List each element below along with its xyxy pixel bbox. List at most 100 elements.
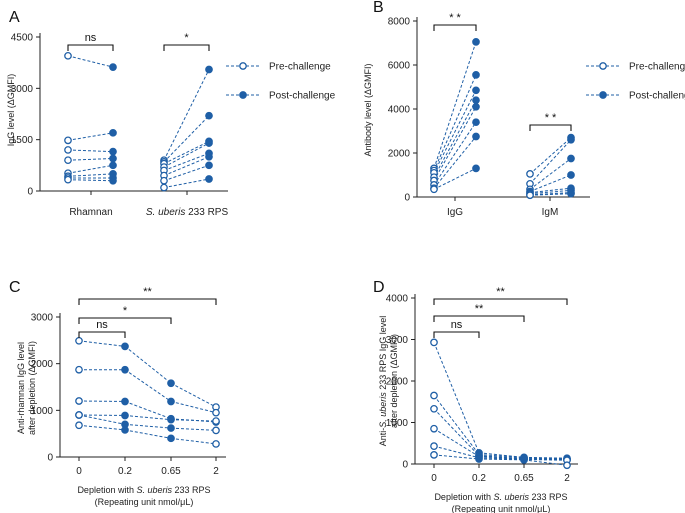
- panel-a-pair-line: [163, 140, 210, 165]
- panel-c-data-point: [75, 336, 83, 345]
- panel-d-y-tick-label: 1000: [386, 418, 409, 429]
- panel-b-legend-label: Pre-challenge: [629, 62, 685, 73]
- panel-d-y-tick-label: 2000: [386, 377, 409, 388]
- panel-c-data-point: [121, 426, 129, 434]
- panel-d-x-axis-label-line2: (Repeating unit nmol/μL): [452, 504, 551, 513]
- panel-a-post-point: [109, 161, 117, 170]
- panel-c-series-line: [124, 346, 172, 384]
- panel-a-significance-bracket: [163, 44, 210, 51]
- panel-c-series-line: [124, 414, 172, 421]
- panel-d-data-point: [430, 442, 438, 451]
- panel-d-x-tick-label: 0: [431, 473, 437, 484]
- panel-a-post-point: [205, 152, 213, 161]
- panel-a-pair-line: [163, 156, 210, 177]
- panel-c-y-tick-label: 1000: [31, 406, 54, 417]
- panel-c-y-tick-label: 3000: [31, 313, 54, 324]
- panel-a-pre-point: [64, 136, 72, 145]
- panel-c-x-tick-label: 0.65: [161, 466, 181, 477]
- panel-a-pair-line: [67, 132, 114, 141]
- panel-b-post-point: [472, 118, 480, 127]
- panel-b-pair-line: [529, 174, 572, 192]
- panel-c-data-point: [167, 397, 175, 406]
- panel-a-x-tick-label: S. uberis 233 RPS: [146, 207, 229, 218]
- panel-d-data-point: [430, 391, 438, 400]
- panel-d-data-point: [520, 455, 528, 464]
- panel-b-significance-label: * *: [545, 112, 557, 124]
- panel-d-series-line: [478, 458, 525, 461]
- panel-d-data-point: [430, 424, 438, 433]
- panel-a-post-point: [205, 111, 213, 120]
- panel-c-data-point: [212, 440, 220, 448]
- panel-c-series-line: [170, 419, 217, 422]
- panel-a-y-tick-label: 0: [27, 187, 33, 198]
- panel-a-pre-point: [64, 156, 72, 165]
- panel-d-y-axis-label-line2: after depletion (ΔGMFI): [389, 334, 399, 428]
- panel-d-x-tick-label: 0.2: [472, 473, 486, 484]
- panel-d-significance-label: ns: [451, 319, 463, 331]
- panel-b-post-point: [472, 132, 480, 141]
- panel-a-pair-line: [163, 178, 210, 189]
- panel-d-series-line: [478, 452, 525, 458]
- panel-c-series-line: [78, 340, 126, 347]
- panel-b-y-tick-label: 0: [404, 193, 410, 204]
- panel-d-x-axis-label-line1-part-1: S. uberis: [493, 492, 529, 502]
- panel-d-y-axis-label-line2-part-0: after depletion (ΔGMFI): [389, 334, 399, 428]
- panel-d-y-axis-label-line1-part-2: 233 RPS IgG level: [378, 316, 388, 393]
- panel-d-x-tick-label: 0.65: [514, 473, 534, 484]
- panel-c-x-axis-label-line2-part-0: (Repeating unit nmol/μL): [95, 497, 194, 507]
- panel-c-y-axis-label-line2: after depletion (ΔGMFI): [27, 341, 37, 435]
- panel-d-y-tick-label: 4000: [386, 294, 409, 305]
- panel-b-y-tick-label: 8000: [388, 17, 411, 28]
- panel-c-significance-bracket: [78, 298, 217, 305]
- panel-d-series-line: [478, 456, 525, 460]
- panel-c-data-point: [212, 426, 220, 435]
- panel-a-pair-line: [67, 179, 114, 182]
- panel-b-pair-line: [529, 193, 572, 196]
- panel-c-data-point: [167, 415, 175, 424]
- panel-a-post-point: [109, 147, 117, 156]
- panel-a-pair-line: [67, 157, 114, 161]
- panel-d-series-line: [433, 408, 480, 457]
- panel-d-y-axis-label-line1-part-0: Anti-: [378, 428, 388, 447]
- panel-c-series-line: [78, 424, 126, 431]
- panel-b-pre-point: [430, 185, 438, 194]
- panel-c-data-point: [121, 342, 129, 351]
- panel-c-series-line: [170, 382, 217, 408]
- panel-a-legend-post-marker: [239, 91, 247, 99]
- panel-c-data-point: [167, 424, 175, 432]
- panel-a-legend-label: Post-challenge: [269, 91, 336, 102]
- panel-d-data-point: [563, 461, 571, 470]
- panel-b-pair-line: [433, 41, 477, 169]
- panel-c-data-point: [167, 379, 175, 388]
- panel-a-pair-line: [67, 173, 114, 177]
- panel-b-pair-line: [433, 90, 477, 174]
- panel-a-post-point: [205, 175, 213, 183]
- panel-b-x-tick-label: IgM: [542, 207, 559, 218]
- panel-c-significance-bracket: [78, 331, 126, 338]
- panel-b-significance-bracket: [529, 124, 572, 131]
- panel-d-significance-bracket: [433, 315, 525, 322]
- panel-c-data-point: [75, 365, 83, 374]
- panel-a-post-point: [109, 176, 117, 185]
- panel-c-significance-label: ns: [96, 319, 108, 331]
- panel-d-x-axis-label-line1: Depletion with S. uberis 233 RPS: [434, 492, 567, 502]
- panel-b-post-point: [567, 189, 575, 198]
- panel-c-significance-label: *: [123, 305, 128, 317]
- panel-c-x-tick-label: 0: [76, 466, 82, 477]
- panel-c-data-point: [75, 421, 83, 430]
- panel-d-series-line: [433, 342, 480, 453]
- panel-b-pair-line: [529, 137, 572, 175]
- panel-a-letter: A: [9, 9, 20, 26]
- panel-c-data-point: [75, 411, 83, 419]
- panel-b-x-tick-label: IgG: [447, 207, 463, 218]
- panel-a-pair-line: [163, 152, 210, 171]
- panel-d-series-line: [523, 459, 568, 466]
- panel-c-significance-bracket: [78, 317, 172, 324]
- panel-c-x-axis-label-line1: Depletion with S. uberis 233 RPS: [77, 485, 210, 495]
- panel-a-pair-line: [163, 69, 210, 161]
- panel-d-series-line: [478, 453, 525, 459]
- panel-c-data-point: [212, 408, 220, 417]
- panel-b-post-point: [472, 71, 480, 79]
- panel-b-pair-line: [529, 187, 572, 194]
- panel-a-x-tick-label: Rhamnan: [69, 207, 112, 218]
